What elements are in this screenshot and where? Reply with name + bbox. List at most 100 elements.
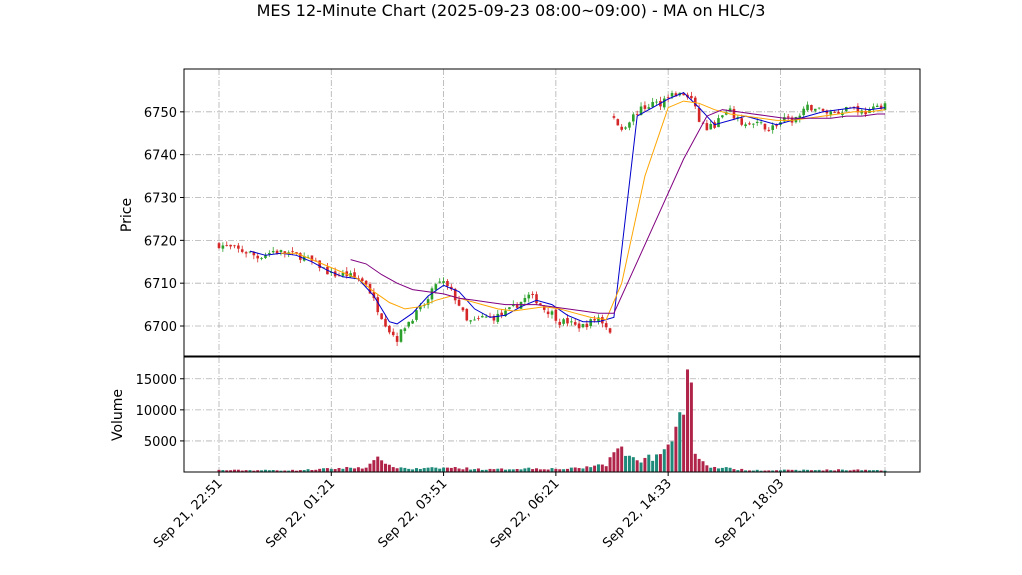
- candle-body: [229, 244, 232, 247]
- candle-body: [697, 108, 701, 122]
- candle-body: [469, 320, 472, 322]
- volume-bar: [507, 469, 511, 472]
- volume-bar: [457, 468, 461, 472]
- candle-body: [748, 123, 751, 125]
- volume-bar: [833, 470, 837, 472]
- candle-body: [477, 318, 480, 319]
- candle-body: [837, 111, 840, 114]
- volume-bar: [244, 470, 248, 472]
- candle-body: [465, 308, 469, 321]
- candle-body: [240, 249, 244, 252]
- price-candles: [217, 90, 887, 347]
- volume-bars: [217, 369, 887, 472]
- volume-bar: [747, 470, 751, 472]
- candle-body: [585, 323, 589, 328]
- price-y-tick-label: 6730: [144, 192, 177, 207]
- candle-body: [306, 256, 310, 258]
- volume-bar: [716, 468, 720, 472]
- x-tick-label: Sep 22, 14:33: [600, 476, 675, 551]
- candle-body: [248, 251, 252, 253]
- volume-bar: [806, 469, 810, 472]
- candle-body: [763, 123, 767, 130]
- volume-bar: [383, 463, 387, 472]
- volume-bar: [430, 467, 434, 472]
- candle-body: [492, 315, 496, 321]
- volume-bar: [720, 467, 724, 472]
- candle-body: [217, 243, 221, 249]
- volume-bar: [225, 470, 229, 472]
- candle-body: [597, 317, 600, 322]
- candle-body: [233, 245, 236, 247]
- candle-body: [484, 316, 488, 318]
- volume-bar: [422, 468, 426, 472]
- candle-body: [310, 255, 314, 261]
- candle-body: [693, 97, 697, 107]
- candle-body: [353, 272, 356, 278]
- price-y-tick-label: 6710: [144, 277, 177, 292]
- volume-bar: [809, 470, 813, 472]
- volume-bar: [279, 470, 283, 472]
- candle-body: [759, 122, 763, 124]
- volume-bar: [658, 454, 662, 472]
- volume-bar: [585, 466, 589, 472]
- candle-body: [550, 311, 554, 315]
- volume-bar: [655, 454, 659, 472]
- volume-bar: [608, 457, 612, 472]
- x-tick-label: Sep 22, 01:21: [263, 476, 338, 551]
- volume-bar: [318, 468, 322, 472]
- candle-body: [264, 255, 267, 259]
- candle-body: [721, 115, 724, 118]
- volume-bar: [476, 468, 480, 472]
- candle-body: [473, 319, 476, 321]
- candle-body: [508, 307, 511, 310]
- candle-body: [771, 125, 774, 131]
- candle-body: [225, 245, 229, 246]
- volume-bar: [403, 467, 407, 472]
- volume-bar: [291, 469, 295, 472]
- candle-body: [744, 124, 747, 127]
- candle-body: [674, 93, 678, 97]
- candle-body: [709, 124, 713, 130]
- candle-body: [624, 127, 627, 129]
- volume-bar: [775, 470, 779, 472]
- volume-bar: [666, 444, 670, 472]
- volume-bar: [821, 470, 825, 472]
- volume-bar: [376, 456, 380, 472]
- volume-bar: [263, 469, 267, 472]
- candle-body: [535, 294, 538, 304]
- candle-body: [883, 103, 887, 110]
- candle-body: [616, 119, 620, 126]
- volume-bar: [786, 469, 790, 472]
- volume-bar: [395, 468, 399, 472]
- volume-bar: [817, 469, 821, 472]
- volume-bar: [449, 467, 453, 472]
- volume-bar: [875, 470, 879, 472]
- volume-bar: [562, 469, 566, 472]
- volume-bar: [325, 468, 329, 472]
- volume-bar: [554, 468, 558, 472]
- volume-bar: [322, 468, 326, 472]
- volume-bar: [759, 470, 763, 472]
- x-tick-label: Sep 22, 03:51: [376, 476, 451, 551]
- candle-body: [829, 111, 833, 115]
- candle-body: [411, 320, 414, 324]
- volume-bar: [802, 469, 806, 472]
- volume-bar: [678, 412, 682, 472]
- volume-bar: [631, 457, 635, 472]
- volume-y-tick-label: 5000: [144, 435, 177, 450]
- volume-bar: [709, 467, 713, 472]
- candle-body: [802, 108, 805, 116]
- price-y-axis: 6700 6710 6720 6730 6740 6750: [144, 106, 184, 335]
- moving-average-lines: [249, 92, 886, 325]
- volume-bar: [751, 470, 755, 472]
- candle-body: [380, 313, 383, 320]
- x-tick-label: Sep 22, 18:03: [712, 476, 787, 551]
- volume-bar: [271, 470, 275, 472]
- volume-bar: [740, 468, 744, 472]
- candle-body: [647, 107, 651, 109]
- candle-body: [643, 105, 647, 109]
- volume-bar: [837, 469, 841, 472]
- volume-bar: [267, 470, 271, 472]
- candle-body: [662, 98, 666, 108]
- candle-body: [875, 105, 879, 108]
